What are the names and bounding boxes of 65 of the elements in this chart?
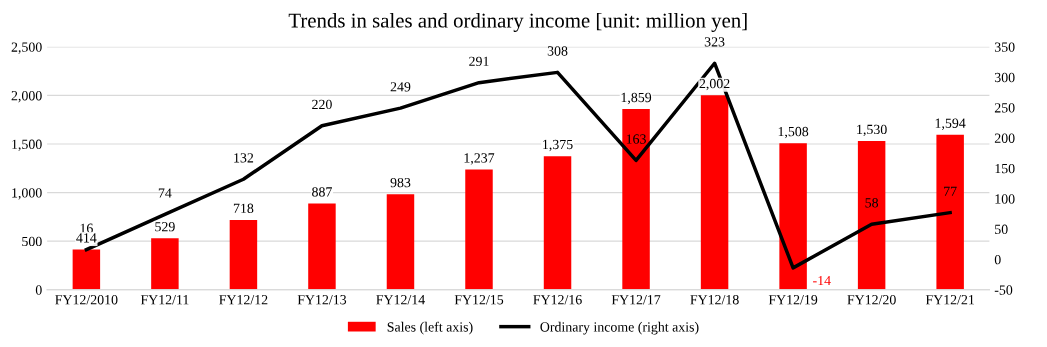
data-label: 291 — [469, 56, 489, 66]
data-label: 308 — [547, 46, 568, 56]
x-tick-label: FY12/2010 — [55, 295, 118, 305]
y2-tick-label: 300 — [994, 72, 1015, 83]
data-label: 220 — [312, 99, 332, 110]
legend-label: Ordinary income (right axis) — [540, 321, 699, 335]
data-label: 77 — [944, 186, 957, 196]
data-label: 16 — [80, 223, 93, 233]
data-label: 249 — [390, 82, 411, 92]
data-label: 1,237 — [464, 153, 495, 165]
x-tick-label: FY12/12 — [219, 295, 268, 305]
bar — [936, 134, 964, 290]
data-label: 1,594 — [935, 118, 966, 130]
bar — [857, 141, 886, 290]
y2-tick-label: 50 — [995, 224, 1008, 234]
legend-label: Sales (left axis) — [387, 321, 473, 335]
data-label: 529 — [155, 222, 175, 232]
y2-tick-label: 0 — [994, 254, 1001, 265]
data-label: 1,508 — [778, 126, 809, 139]
y-tick-label: 2,000 — [11, 91, 42, 103]
data-label: 414 — [76, 233, 97, 243]
y2-tick-label: 350 — [994, 42, 1015, 52]
x-tick-label: FY12/17 — [611, 295, 661, 305]
data-label: 2,002 — [699, 78, 730, 91]
data-label: 1,859 — [621, 92, 652, 105]
y2-tick-label: 150 — [995, 163, 1015, 174]
x-tick-label: FY12/13 — [297, 295, 347, 305]
y-tick-label: 0 — [35, 285, 42, 295]
y2-tick-label: 200 — [994, 133, 1015, 143]
data-label: 163 — [626, 134, 646, 144]
data-label: 1,375 — [543, 139, 573, 152]
x-tick-label: FY12/14 — [376, 295, 425, 305]
bar — [622, 109, 650, 290]
bar — [465, 169, 493, 290]
bar — [308, 203, 336, 290]
y2-tick-label: -50 — [994, 285, 1013, 295]
data-label: 1,530 — [857, 124, 887, 137]
data-label: 132 — [234, 153, 254, 163]
chart-title: Trends in sales and ordinary income [unit: million yen] — [288, 12, 747, 32]
y-tick-label: 1,500 — [12, 139, 42, 151]
y-tick-label: 500 — [22, 236, 42, 247]
x-tick-label: FY12/19 — [768, 295, 818, 305]
data-label: 58 — [865, 198, 879, 208]
y-tick-label: 1,000 — [12, 188, 42, 200]
x-tick-label: FY12/21 — [925, 295, 975, 305]
data-label: 323 — [704, 37, 725, 47]
y-tick-label: 2,500 — [11, 42, 42, 54]
data-label: 887 — [312, 187, 332, 197]
bar — [151, 238, 179, 290]
x-tick-label: FY12/16 — [533, 295, 582, 305]
data-label: 983 — [390, 177, 411, 188]
bar — [700, 95, 729, 290]
bar — [779, 143, 807, 290]
data-label: -14 — [813, 275, 831, 286]
bar — [386, 194, 415, 290]
x-tick-label: FY12/18 — [690, 295, 739, 305]
bar — [543, 156, 572, 290]
x-tick-label: FY12/20 — [847, 295, 896, 305]
data-label: 718 — [233, 203, 254, 213]
x-tick-label: FY12/15 — [454, 295, 504, 305]
x-tick-label: FY12/11 — [140, 295, 189, 305]
bar — [229, 219, 258, 290]
y2-tick-label: 250 — [994, 103, 1015, 113]
data-label: 74 — [158, 188, 172, 198]
y2-tick-label: 100 — [995, 194, 1015, 204]
